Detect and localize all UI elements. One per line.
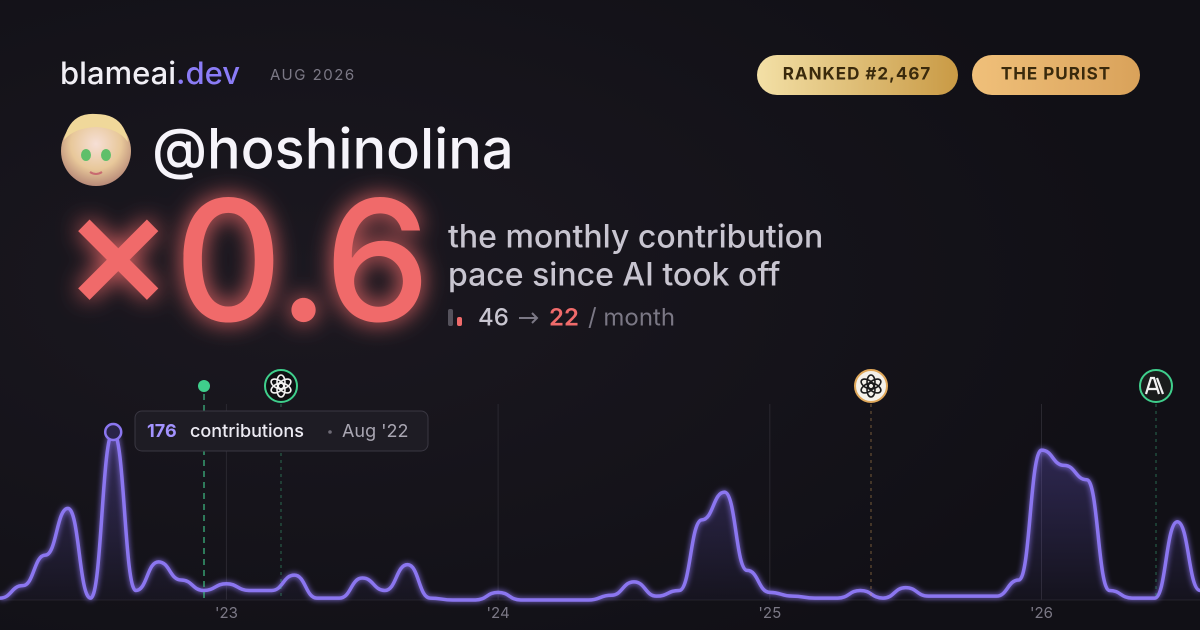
badge-label: RANKED #2,467 <box>783 65 932 85</box>
pace-icon <box>457 317 462 326</box>
tooltip-box <box>134 410 429 452</box>
x-tick-label: '24 <box>487 603 510 622</box>
x-tick-label: '23 <box>215 603 238 622</box>
avatar <box>61 113 131 186</box>
brand-name: blameai <box>60 55 176 92</box>
handle: @hoshinolina <box>152 114 514 182</box>
caption: the monthly contribution <box>448 217 823 256</box>
openai-icon <box>264 369 298 403</box>
pace-after: 22 <box>549 303 579 332</box>
area <box>0 432 1200 600</box>
x-tick-label: '26 <box>1030 603 1053 622</box>
openai-icon <box>854 369 888 403</box>
badge <box>972 55 1140 95</box>
brand-suffix: .dev <box>176 55 240 92</box>
event-dot <box>198 380 210 392</box>
pace-before: 46 <box>478 303 509 332</box>
tooltip-label: contributions <box>190 421 304 442</box>
pace-arrow <box>519 312 539 324</box>
badge <box>757 55 958 95</box>
anthropic-icon <box>1139 369 1173 403</box>
tooltip-value: 176 <box>147 421 177 442</box>
line <box>0 430 1200 602</box>
tooltip: 176 contributions Aug '22 <box>134 410 429 452</box>
tooltip-separator <box>328 430 332 434</box>
highlight-point <box>103 422 123 442</box>
tooltip-date: Aug '22 <box>342 421 409 442</box>
caption: pace since AI took off <box>448 255 780 294</box>
multiplier: ×0.6 <box>62 158 430 362</box>
badge-label: THE PURIST <box>1001 65 1111 85</box>
x-tick-label: '25 <box>758 603 781 622</box>
brand: blameai.dev <box>60 55 240 92</box>
period: AUG 2026 <box>270 65 356 84</box>
pace-unit: / month <box>588 303 675 332</box>
events <box>198 369 1173 600</box>
pace-icon <box>448 309 453 326</box>
chart: '23 '24 '25 '26 <box>0 404 1200 622</box>
